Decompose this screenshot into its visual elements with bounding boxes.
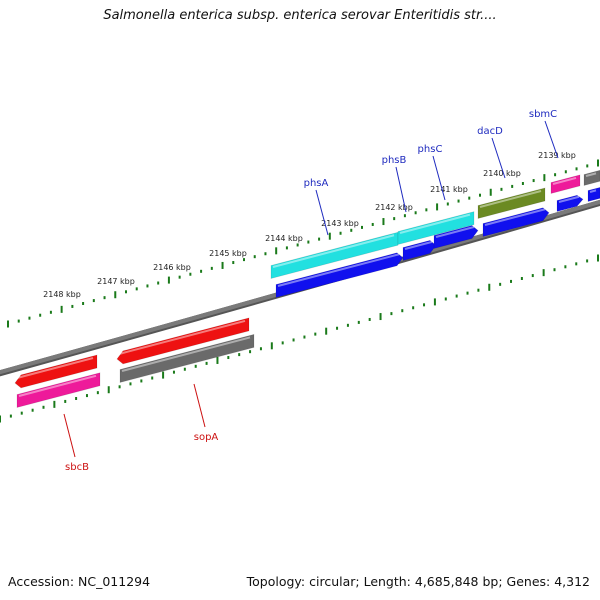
cds-feature-highlight <box>435 226 475 238</box>
axis-tick-label: 2143 kbp <box>321 219 359 228</box>
gene-feature <box>14 354 98 389</box>
axis-tick-label: 2144 kbp <box>265 234 303 243</box>
gene-label-text: phsC <box>418 144 443 155</box>
cds-feature <box>482 207 550 238</box>
cds-feature-highlight <box>404 240 433 250</box>
gene-feature-body <box>14 354 98 389</box>
gene-label-sbcB: sbcB <box>63 413 89 473</box>
axis-tick-label: 2146 kbp <box>153 263 191 272</box>
gene-leader-line <box>315 189 329 236</box>
cds-feature <box>16 372 101 409</box>
gene-labels: phsA phsB phsC dacD sbmC sbcB sopA <box>63 109 559 473</box>
gene-label-text: phsB <box>382 155 407 166</box>
gene-feature-highlight <box>272 234 395 268</box>
axis-tick-label: 2140 kbp <box>483 169 521 178</box>
gene-label-phsC: phsC <box>418 144 446 201</box>
gene-leader-line <box>491 137 506 179</box>
cds-feature <box>119 333 255 384</box>
gene-leader-line <box>544 120 559 159</box>
cds-feature-body <box>433 225 479 250</box>
axis-tick-label: 2148 kbp <box>43 290 81 299</box>
gene-feature-highlight <box>118 319 246 355</box>
cds-feature-body <box>275 252 404 299</box>
cds-feature <box>587 186 600 203</box>
gene-leader-line <box>63 413 76 458</box>
gene-feature <box>270 231 399 280</box>
accession-text: Accession: NC_011294 <box>8 574 151 589</box>
gene-label-sopA: sopA <box>193 383 219 443</box>
gene-feature-body <box>550 174 581 195</box>
gene-feature-highlight <box>552 176 577 185</box>
axis-tick-label: 2141 kbp <box>430 185 468 194</box>
gene-feature-highlight <box>399 213 471 234</box>
gene-label-text: dacD <box>477 126 503 137</box>
map-title: Salmonella enterica subsp. enterica sero… <box>103 8 497 23</box>
gene-label-text: sbcB <box>65 462 89 473</box>
gene-leader-line <box>432 155 446 201</box>
gene-label-sbmC: sbmC <box>529 109 559 159</box>
gene-label-text: sbmC <box>529 109 557 120</box>
gene-feature <box>583 169 600 187</box>
inner-tick-track <box>0 254 599 423</box>
gene-feature-body <box>270 231 399 280</box>
cds-feature <box>402 239 437 262</box>
gene-feature-highlight <box>479 190 542 208</box>
gene-label-text: sopA <box>194 432 219 443</box>
cds-feature-highlight <box>277 253 400 287</box>
cds-feature-highlight <box>484 208 546 226</box>
cds-feature-body <box>556 194 584 213</box>
cds-feature-body <box>482 207 550 238</box>
gene-feature-body <box>116 317 250 365</box>
gene-feature <box>550 174 581 195</box>
gene-feature-body <box>583 169 600 187</box>
cds-feature-highlight <box>18 374 97 397</box>
gene-label-phsA: phsA <box>304 178 329 236</box>
axis-tick-label: 2147 kbp <box>97 277 135 286</box>
gene-feature-highlight <box>585 172 597 177</box>
cds-feature-body <box>119 333 255 384</box>
gene-leader-line <box>193 383 206 428</box>
outer-tick-track <box>7 159 599 328</box>
gene-label-text: phsA <box>304 178 329 189</box>
cds-feature-body <box>402 239 437 262</box>
cds-feature <box>275 252 404 299</box>
gene-feature <box>116 317 250 365</box>
cds-feature-body <box>587 186 600 203</box>
gene-feature <box>397 211 475 246</box>
axis-labels: 2148 kbp 2147 kbp 2146 kbp 2145 kbp 2144 kbp… <box>43 151 576 299</box>
gene-feature-highlight <box>16 357 94 379</box>
axis-tick-label: 2142 kbp <box>375 203 413 212</box>
cds-feature <box>556 194 584 213</box>
cds-feature-body <box>16 372 101 409</box>
gene-feature-body <box>477 187 546 220</box>
cds-feature-highlight <box>121 336 251 372</box>
axis-tick-label: 2145 kbp <box>209 249 247 258</box>
gene-leader-line <box>395 166 407 213</box>
cds-feature-highlight <box>589 189 597 193</box>
gene-label-phsB: phsB <box>382 155 407 213</box>
cds-feature-highlight <box>558 195 580 203</box>
gene-label-dacD: dacD <box>477 126 506 179</box>
genome-summary-text: Topology: circular; Length: 4,685,848 bp… <box>246 574 590 589</box>
gene-feature <box>477 187 546 220</box>
gene-feature-body <box>397 211 475 246</box>
cds-feature <box>433 225 479 250</box>
